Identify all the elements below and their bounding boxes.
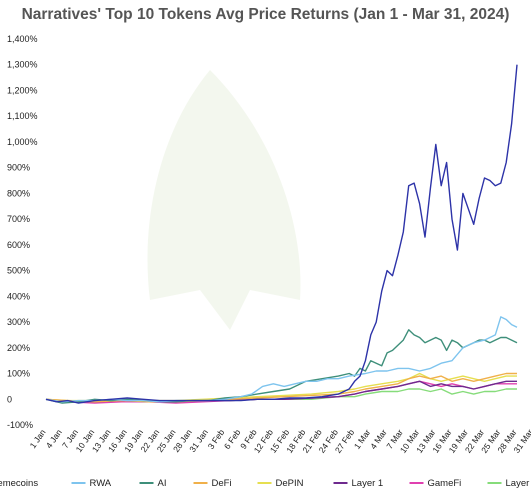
legend-label: Memecoins: [0, 478, 38, 489]
legend-label: GameFi: [428, 478, 462, 489]
legend-label: Layer 2: [506, 478, 531, 489]
y-tick-label: 1,200%: [7, 85, 38, 95]
y-tick-label: 200%: [7, 343, 30, 353]
y-tick-label: -100%: [7, 420, 33, 430]
series-line-defi: [45, 372, 517, 403]
y-tick-label: 300%: [7, 317, 30, 327]
x-tick-label: 4 Mar: [368, 427, 389, 451]
y-tick-label: 0: [7, 394, 12, 404]
y-axis-ticks: -100% 0 100% 200% 300% 400% 500% 600% 700% 800% 90…: [7, 34, 38, 430]
y-tick-label: 700%: [7, 214, 30, 224]
x-tick-label: 4 Jan: [44, 427, 64, 450]
y-tick-label: 1,300%: [7, 60, 38, 70]
series-line-memecoins: [45, 64, 518, 404]
legend-label: DePIN: [276, 478, 304, 489]
y-tick-label: 400%: [7, 291, 30, 301]
y-tick-label: 1,100%: [7, 111, 38, 121]
y-tick-label: 1,400%: [7, 34, 38, 44]
legend-label: DeFi: [212, 478, 232, 489]
y-tick-label: 500%: [7, 266, 30, 276]
series-line-rwa: [45, 316, 518, 403]
watermark-logo: [147, 70, 301, 330]
legend: Memecoins RWA AI DeFi DePIN Layer 1 GameFi Laye…: [0, 478, 531, 489]
y-tick-label: 900%: [7, 163, 30, 173]
watermark-shape: [147, 70, 301, 330]
series-lines: [45, 64, 518, 404]
legend-label: Layer 1: [352, 478, 384, 489]
y-tick-label: 600%: [7, 240, 30, 250]
y-tick-label: 100%: [7, 369, 30, 379]
y-tick-label: 1,000%: [7, 137, 38, 147]
x-tick-label: 1 Jan: [28, 427, 48, 450]
legend-label: AI: [158, 478, 167, 489]
y-tick-label: 800%: [7, 188, 30, 198]
legend-label: RWA: [90, 478, 112, 489]
chart-title: Narratives' Top 10 Tokens Avg Price Retu…: [21, 6, 510, 23]
